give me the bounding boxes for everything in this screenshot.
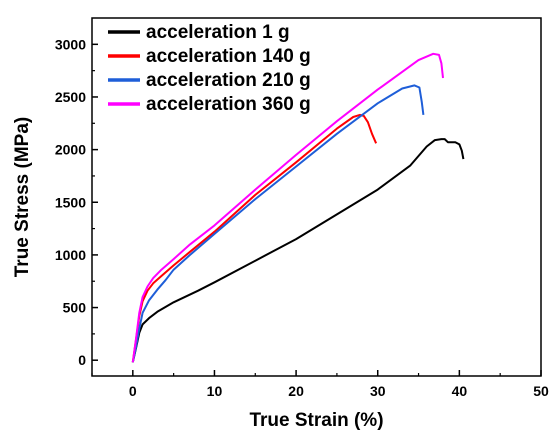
legend-label-acceleration-210-g: acceleration 210 g bbox=[146, 70, 311, 91]
series-line-acceleration-1-g bbox=[131, 138, 465, 363]
series-line-acceleration-140-g bbox=[131, 113, 378, 363]
y-tick-label: 1000 bbox=[55, 247, 86, 263]
legend-label-acceleration-1-g: acceleration 1 g bbox=[146, 22, 290, 43]
y-tick-label: 3000 bbox=[55, 36, 86, 52]
legend-label-acceleration-140-g: acceleration 140 g bbox=[146, 46, 311, 67]
legend-label-acceleration-360-g: acceleration 360 g bbox=[146, 94, 311, 115]
y-tick-label: 2000 bbox=[55, 142, 86, 158]
x-tick-label: 10 bbox=[207, 383, 223, 399]
plot-border bbox=[91, 17, 542, 377]
x-axis-ticks: 0 10 20 30 40 50 bbox=[91, 370, 549, 399]
y-tick-label: 0 bbox=[78, 352, 86, 368]
y-tick-label: 500 bbox=[63, 300, 87, 316]
y-tick-label: 1500 bbox=[55, 194, 86, 210]
x-tick-label: 30 bbox=[370, 383, 386, 399]
series-line-acceleration-210-g bbox=[131, 84, 425, 363]
x-tick-label: 0 bbox=[129, 383, 137, 399]
x-tick-label: 50 bbox=[533, 383, 549, 399]
plot-frame bbox=[91, 17, 542, 377]
legend: acceleration 1 g acceleration 140 g accele… bbox=[108, 22, 311, 115]
y-axis-ticks: 0 500 1000 1500 2000 2500 3000 bbox=[55, 36, 98, 368]
x-axis-title: True Strain (%) bbox=[249, 410, 383, 431]
y-tick-label: 2500 bbox=[55, 89, 86, 105]
x-tick-label: 40 bbox=[452, 383, 468, 399]
series-layer bbox=[131, 52, 465, 363]
x-tick-label: 20 bbox=[288, 383, 304, 399]
series-line-acceleration-360-g bbox=[131, 52, 444, 363]
y-axis-title: True Stress (MPa) bbox=[12, 117, 33, 278]
